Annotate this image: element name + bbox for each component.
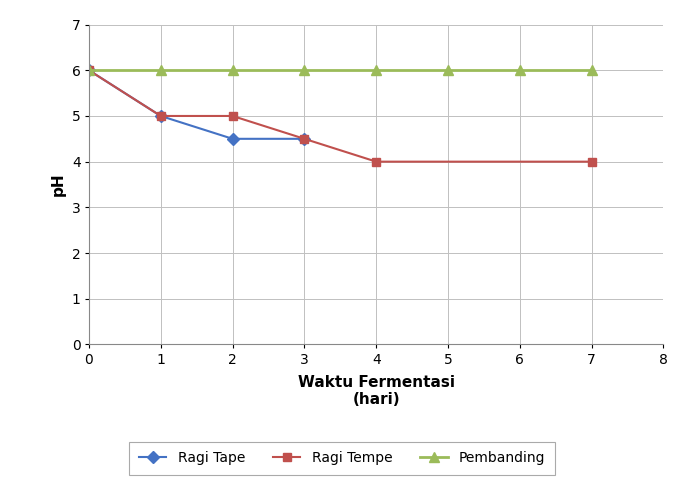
Pembanding xyxy=(444,67,452,73)
Pembanding xyxy=(516,67,524,73)
Ragi Tempe xyxy=(157,113,165,119)
Ragi Tempe xyxy=(588,159,596,165)
Ragi Tape xyxy=(300,136,308,142)
Pembanding xyxy=(85,67,93,73)
Ragi Tape xyxy=(85,67,93,73)
Pembanding xyxy=(372,67,380,73)
Pembanding xyxy=(588,67,596,73)
Ragi Tape xyxy=(157,113,165,119)
Legend: Ragi Tape, Ragi Tempe, Pembanding: Ragi Tape, Ragi Tempe, Pembanding xyxy=(129,442,555,475)
Pembanding xyxy=(228,67,237,73)
Pembanding xyxy=(157,67,165,73)
Ragi Tempe xyxy=(85,67,93,73)
Line: Pembanding: Pembanding xyxy=(84,65,596,75)
X-axis label: Waktu Fermentasi
(hari): Waktu Fermentasi (hari) xyxy=(298,375,455,407)
Pembanding xyxy=(300,67,308,73)
Ragi Tempe xyxy=(300,136,308,142)
Line: Ragi Tape: Ragi Tape xyxy=(85,66,308,143)
Ragi Tempe xyxy=(372,159,380,165)
Ragi Tape xyxy=(228,136,237,142)
Line: Ragi Tempe: Ragi Tempe xyxy=(85,66,596,166)
Ragi Tempe xyxy=(228,113,237,119)
Y-axis label: pH: pH xyxy=(51,173,66,196)
